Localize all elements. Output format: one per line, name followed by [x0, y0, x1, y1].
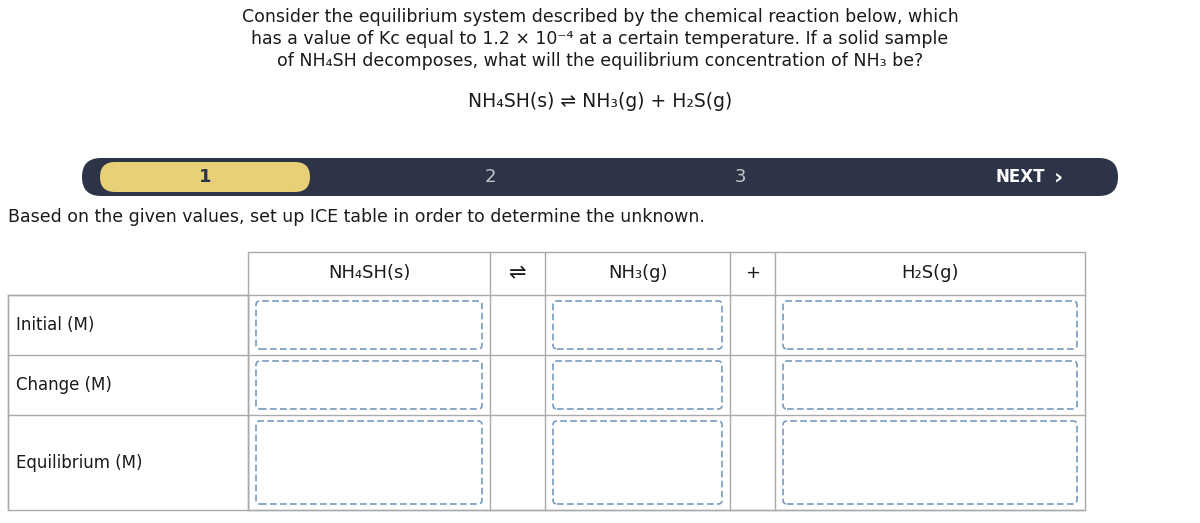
Text: Based on the given values, set up ICE table in order to determine the unknown.: Based on the given values, set up ICE ta… — [8, 208, 704, 226]
Text: Equilibrium (M): Equilibrium (M) — [16, 453, 143, 472]
FancyBboxPatch shape — [256, 361, 482, 409]
FancyBboxPatch shape — [784, 361, 1078, 409]
FancyBboxPatch shape — [82, 158, 1118, 196]
Text: Consider the equilibrium system described by the chemical reaction below, which: Consider the equilibrium system describe… — [241, 8, 959, 26]
Text: Change (M): Change (M) — [16, 376, 112, 394]
Text: NH₄SH(s) ⇌ NH₃(g) + H₂S(g): NH₄SH(s) ⇌ NH₃(g) + H₂S(g) — [468, 92, 732, 111]
Text: H₂S(g): H₂S(g) — [901, 265, 959, 282]
Text: 2: 2 — [485, 168, 496, 186]
Text: 1: 1 — [199, 168, 211, 186]
Text: ›: › — [1054, 167, 1063, 187]
FancyBboxPatch shape — [256, 421, 482, 504]
Text: NH₃(g): NH₃(g) — [607, 265, 667, 282]
Text: +: + — [745, 265, 760, 282]
FancyBboxPatch shape — [553, 421, 722, 504]
FancyBboxPatch shape — [553, 301, 722, 349]
FancyBboxPatch shape — [256, 301, 482, 349]
Text: NH₄SH(s): NH₄SH(s) — [328, 265, 410, 282]
Text: NEXT: NEXT — [995, 168, 1045, 186]
Text: of NH₄SH decomposes, what will the equilibrium concentration of NH₃ be?: of NH₄SH decomposes, what will the equil… — [277, 52, 923, 70]
Bar — [8, 295, 248, 510]
Text: ⇌: ⇌ — [509, 264, 527, 283]
Text: 3: 3 — [734, 168, 745, 186]
FancyBboxPatch shape — [553, 361, 722, 409]
FancyBboxPatch shape — [784, 421, 1078, 504]
Bar — [248, 252, 1085, 510]
FancyBboxPatch shape — [784, 301, 1078, 349]
Text: has a value of Kc equal to 1.2 × 10⁻⁴ at a certain temperature. If a solid sampl: has a value of Kc equal to 1.2 × 10⁻⁴ at… — [251, 30, 949, 48]
Text: Initial (M): Initial (M) — [16, 316, 95, 334]
FancyBboxPatch shape — [100, 162, 310, 192]
